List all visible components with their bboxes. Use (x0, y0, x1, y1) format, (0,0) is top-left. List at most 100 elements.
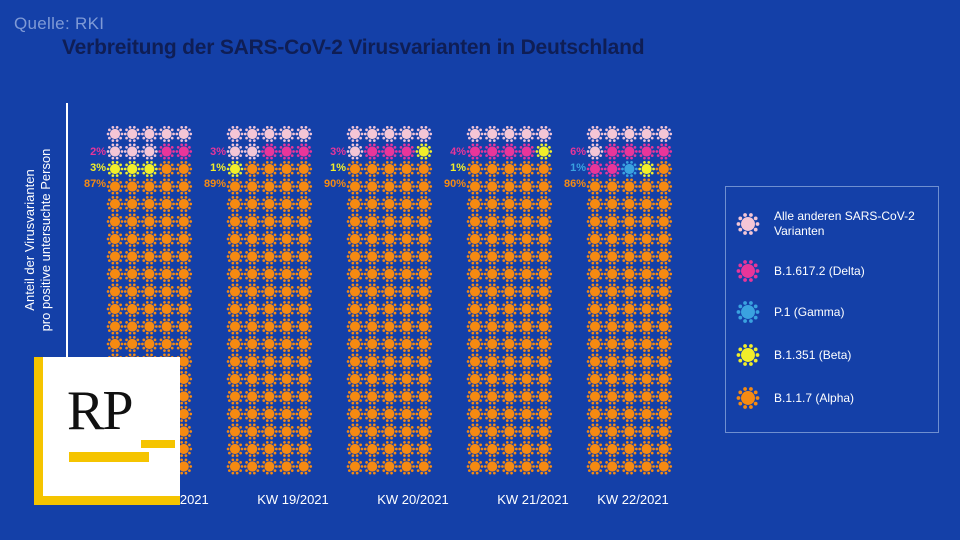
waffle-cell-alpha (381, 353, 398, 370)
waffle-cell-alpha (586, 266, 604, 282)
percent-label-alpha: 86% (564, 178, 586, 190)
waffle-cell-alpha (363, 266, 381, 282)
waffle-cell-beta (535, 143, 553, 160)
waffle-cell-alpha (295, 423, 313, 440)
waffle-cell-alpha (158, 178, 175, 195)
waffle-cell-alpha (655, 371, 673, 387)
percent-label-beta: 1% (450, 162, 466, 174)
waffle-cell-alpha (655, 196, 673, 212)
waffle-cell-alpha (415, 248, 433, 265)
waffle-cell-other (346, 126, 364, 142)
waffle-cell-alpha (621, 178, 638, 195)
waffle-cell-alpha (415, 353, 433, 370)
waffle-cell-gamma (621, 161, 638, 177)
waffle-cell-alpha (381, 266, 398, 282)
waffle-cell-alpha (586, 406, 604, 422)
waffle-cell-alpha (398, 213, 415, 230)
waffle-cell-alpha (346, 178, 364, 195)
waffle-cell-other (158, 126, 175, 142)
waffle-cell-alpha (586, 213, 604, 230)
waffle-cell-alpha (621, 353, 638, 370)
waffle-cell-alpha (381, 161, 398, 177)
waffle-cell-alpha (243, 388, 261, 405)
waffle-cell-alpha (415, 423, 433, 440)
waffle-cell-alpha (655, 266, 673, 282)
percent-label-alpha: 90% (444, 178, 466, 190)
waffle-cell-delta (381, 143, 398, 160)
waffle-cell-beta (226, 161, 244, 177)
legend-item-gamma: P.1 (Gamma) (736, 300, 924, 324)
waffle-cell-alpha (638, 353, 655, 370)
waffle-cell-alpha (518, 336, 535, 352)
waffle-cell-alpha (655, 441, 673, 457)
waffle-cell-alpha (535, 423, 553, 440)
waffle-cell-alpha (141, 196, 158, 212)
waffle-cell-alpha (243, 213, 261, 230)
waffle-week-4: 6% 1% 86% (564, 126, 673, 475)
waffle-cell-other (518, 126, 535, 142)
waffle-cell-alpha (295, 248, 313, 265)
waffle-cell-alpha (535, 388, 553, 405)
waffle-cell-alpha (295, 231, 313, 247)
waffle-cell-other (106, 143, 124, 160)
waffle-cell-alpha (346, 266, 364, 282)
waffle-cell-alpha (346, 336, 364, 352)
waffle-cell-other (381, 126, 398, 142)
waffle-cell-alpha (106, 336, 124, 352)
waffle-cell-alpha (346, 161, 364, 177)
waffle-cell-alpha (295, 266, 313, 282)
waffle-cell-alpha (415, 266, 433, 282)
waffle-cell-alpha (381, 371, 398, 387)
waffle-cell-alpha (141, 301, 158, 317)
waffle-cell-alpha (226, 196, 244, 212)
waffle-cell-alpha (261, 283, 278, 300)
waffle-cell-alpha (295, 406, 313, 422)
waffle-cell-beta (415, 143, 433, 160)
waffle-cell-alpha (535, 441, 553, 457)
waffle-cell-alpha (123, 178, 141, 195)
waffle-cell-alpha (621, 266, 638, 282)
waffle-cell-alpha (586, 196, 604, 212)
rp-logo-bar-accent (141, 440, 175, 448)
waffle-cell-alpha (346, 353, 364, 370)
waffle-cell-alpha (243, 406, 261, 422)
waffle-cell-alpha (415, 178, 433, 195)
waffle-cell-delta (363, 143, 381, 160)
waffle-cell-alpha (363, 161, 381, 177)
waffle-cell-alpha (638, 213, 655, 230)
waffle-cell-alpha (278, 406, 295, 422)
waffle-cell-alpha (501, 441, 518, 457)
waffle-cell-alpha (278, 388, 295, 405)
waffle-cell-alpha (603, 283, 621, 300)
waffle-cell-alpha (158, 266, 175, 282)
waffle-cell-alpha (363, 283, 381, 300)
waffle-cell-alpha (398, 388, 415, 405)
waffle-cell-other (243, 143, 261, 160)
waffle-cell-alpha (398, 283, 415, 300)
waffle-cell-alpha (295, 458, 313, 475)
waffle-cell-alpha (655, 283, 673, 300)
legend-label-alpha: B.1.1.7 (Alpha) (774, 390, 855, 405)
percent-label-delta: 6% (570, 146, 586, 158)
waffle-cell-alpha (603, 371, 621, 387)
waffle-cell-delta (655, 143, 673, 160)
waffle-cell-alpha (483, 458, 501, 475)
waffle-cell-alpha (603, 196, 621, 212)
waffle-cell-delta (603, 143, 621, 160)
legend-virus-beta (736, 344, 760, 366)
waffle-cell-alpha (175, 336, 193, 352)
chart-title: Verbreitung der SARS-CoV-2 Virusvariante… (62, 36, 645, 59)
waffle-cell-other (175, 126, 193, 142)
waffle-cell-alpha (415, 388, 433, 405)
waffle-cell-alpha (415, 301, 433, 317)
waffle-cell-other (415, 126, 433, 142)
waffle-cell-alpha (381, 336, 398, 352)
waffle-cell-alpha (381, 318, 398, 335)
waffle-cell-alpha (586, 318, 604, 335)
waffle-cell-alpha (243, 248, 261, 265)
waffle-cell-alpha (638, 196, 655, 212)
waffle-cell-alpha (295, 161, 313, 177)
waffle-cell-alpha (466, 301, 484, 317)
waffle-cell-alpha (261, 423, 278, 440)
waffle-cell-alpha (243, 161, 261, 177)
